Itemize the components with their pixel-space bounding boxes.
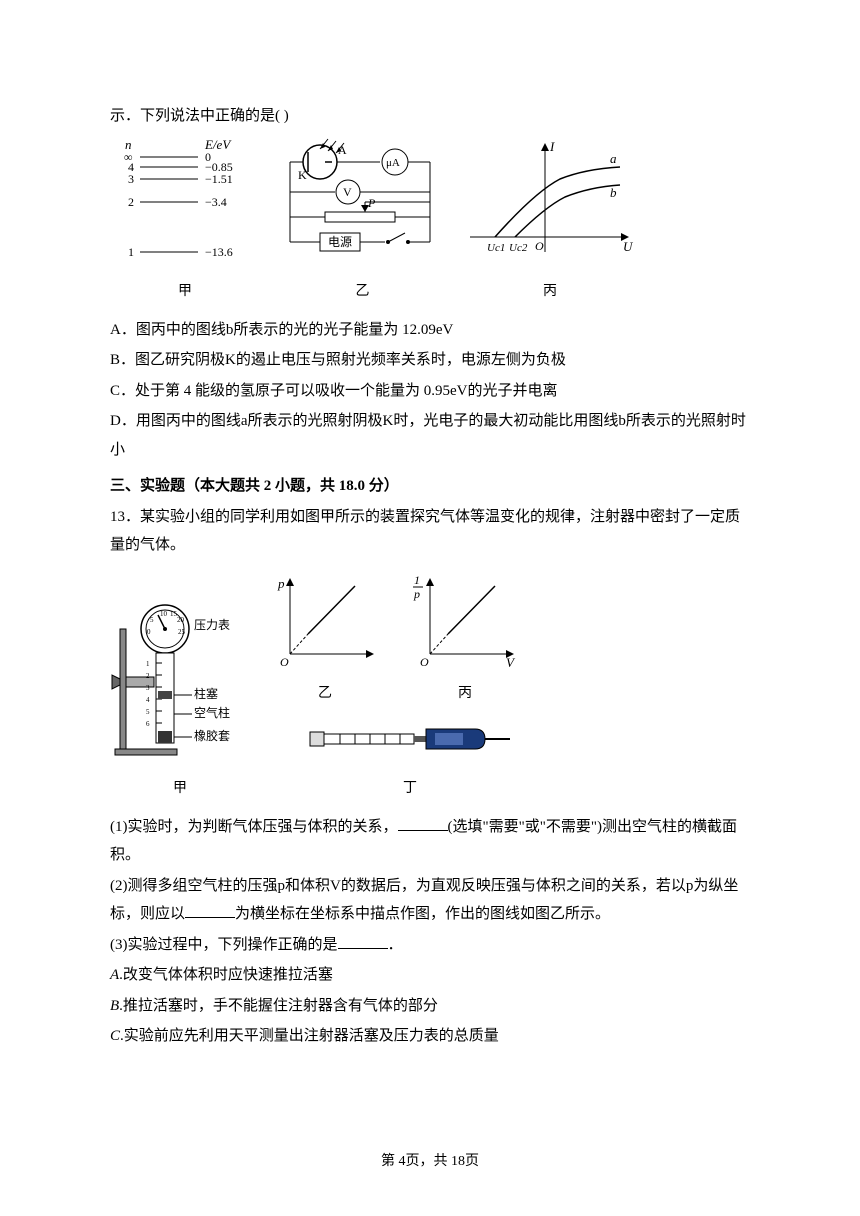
- q13-figures-top: 0 5 10 15 20 25 压力表 1 2 3 4 5 6 柱塞 空气柱: [110, 574, 750, 803]
- q13-sub2: (2)测得多组空气柱的压强p和体积V的数据后，为直观反映压强与体积之间的关系，若…: [110, 872, 750, 929]
- svg-text:1: 1: [128, 245, 134, 259]
- svg-text:p: p: [277, 576, 285, 591]
- svg-text:25: 25: [178, 628, 186, 636]
- fig-graph-yi: p O 乙: [270, 574, 380, 708]
- q13-sub3: (3)实验过程中，下列操作正确的是．: [110, 931, 750, 960]
- svg-text:4: 4: [146, 696, 150, 704]
- fig-jia-caption: 甲: [110, 279, 260, 306]
- q12-figures: n E/eV ∞ 0 4 −0.85 3 −1.51 2 −3.4 1 −13.…: [110, 137, 750, 306]
- fig-q13-yi-caption: 乙: [270, 681, 380, 708]
- fig-energy-levels: n E/eV ∞ 0 4 −0.85 3 −1.51 2 −3.4 1 −13.…: [110, 137, 260, 306]
- svg-text:10: 10: [160, 610, 168, 618]
- fig-ding: 丁: [300, 714, 520, 803]
- section-3-title: 三、实验题（本大题共 2 小题，共 18.0 分）: [110, 472, 750, 501]
- svg-text:压力表: 压力表: [194, 618, 230, 632]
- svg-text:6: 6: [146, 720, 150, 728]
- q13-opt-a: A.改变气体体积时应快速推拉活塞: [110, 961, 750, 990]
- svg-text:3: 3: [146, 684, 150, 692]
- svg-text:K: K: [298, 168, 307, 182]
- option-b: B．图乙研究阴极K的遏止电压与照射光频率关系时，电源左侧为负极: [110, 346, 750, 375]
- svg-text:−13.6: −13.6: [205, 245, 233, 259]
- svg-text:3: 3: [128, 172, 134, 186]
- svg-text:柱塞: 柱塞: [194, 686, 218, 701]
- svg-text:−1.51: −1.51: [205, 172, 233, 186]
- svg-text:电源: 电源: [328, 235, 352, 249]
- svg-text:O: O: [280, 655, 289, 669]
- svg-text:I: I: [549, 139, 555, 154]
- svg-text:0: 0: [147, 628, 151, 636]
- q13-opt-c: C.实验前应先利用天平测量出注射器活塞及压力表的总质量: [110, 1022, 750, 1051]
- q13-opt-b: B.推拉活塞时，手不能握住注射器含有气体的部分: [110, 992, 750, 1021]
- svg-text:O: O: [535, 239, 544, 253]
- fig-bing-caption: 丙: [465, 279, 635, 306]
- q13-stem: 13．某实验小组的同学利用如图甲所示的装置探究气体等温变化的规律，注射器中密封了…: [110, 503, 750, 560]
- fig-q13-bing-caption: 丙: [410, 681, 520, 708]
- fig-iv-graph: I U O a b Uc1 Uc2 丙: [465, 137, 635, 306]
- option-d: D．用图丙中的图线a所表示的光照射阴极K时，光电子的最大初动能比用图线b所表示的…: [110, 407, 750, 464]
- fig-yi-caption: 乙: [280, 279, 445, 306]
- svg-text:2: 2: [146, 672, 150, 680]
- svg-text:U: U: [623, 239, 634, 254]
- option-a: A．图丙中的图线b所表示的光的光子能量为 12.09eV: [110, 316, 750, 345]
- svg-text:Uc1: Uc1: [487, 242, 505, 254]
- svg-text:μA: μA: [386, 157, 400, 169]
- option-c: C．处于第 4 能级的氢原子可以吸收一个能量为 0.95eV的光子并电离: [110, 377, 750, 406]
- svg-text:−3.4: −3.4: [205, 195, 227, 209]
- svg-text:a: a: [610, 151, 617, 166]
- svg-text:p: p: [413, 587, 420, 601]
- fig-q13-ding-caption: 丁: [300, 776, 520, 803]
- q13-sub1: (1)实验时，为判断气体压强与体积的关系，(选填"需要"或"不需要")测出空气柱…: [110, 813, 750, 870]
- svg-text:P: P: [367, 196, 376, 210]
- svg-text:V: V: [506, 655, 516, 669]
- svg-text:5: 5: [146, 708, 150, 716]
- svg-text:V: V: [343, 185, 352, 199]
- svg-text:5: 5: [150, 616, 154, 624]
- svg-text:20: 20: [177, 616, 185, 624]
- svg-text:1: 1: [146, 660, 150, 668]
- svg-text:Uc2: Uc2: [509, 242, 528, 254]
- fig-graph-bing: 1 p O V 丙: [410, 574, 520, 708]
- fig-apparatus: 0 5 10 15 20 25 压力表 1 2 3 4 5 6 柱塞 空气柱: [110, 599, 250, 803]
- svg-text:橡胶套: 橡胶套: [194, 728, 230, 743]
- q12-lead: 示．下列说法中正确的是( ): [110, 102, 750, 131]
- svg-text:空气柱: 空气柱: [194, 705, 230, 720]
- svg-text:O: O: [420, 655, 429, 669]
- fig-circuit: K A μA V: [280, 137, 445, 306]
- svg-text:b: b: [610, 185, 617, 200]
- page-footer: 第 4页，共 18页: [0, 1149, 860, 1176]
- svg-text:2: 2: [128, 195, 134, 209]
- svg-text:1: 1: [414, 574, 420, 587]
- fig-q13-jia-caption: 甲: [110, 776, 250, 803]
